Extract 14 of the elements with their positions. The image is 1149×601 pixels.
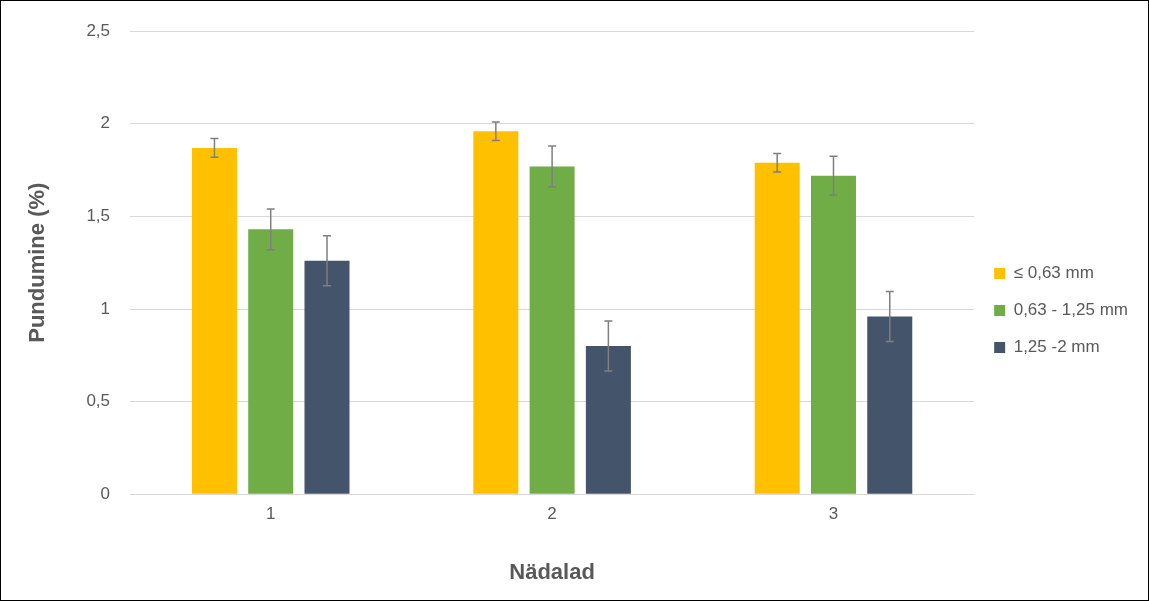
y-axis-title: Pundumine (%) <box>24 182 50 343</box>
x-tick-label: 3 <box>828 504 839 524</box>
y-tick-label: 1,5 <box>86 206 111 226</box>
y-tick-label: 1 <box>100 298 111 318</box>
x-axis-title: Nädalad <box>509 558 595 584</box>
legend-label: 0,63 - 1,25 mm <box>1013 300 1128 320</box>
legend-label: 1,25 -2 mm <box>1013 337 1100 357</box>
x-tick-label: 1 <box>265 504 276 524</box>
legend-label: ≤ 0,63 mm <box>1013 263 1094 283</box>
y-tick-label: 0 <box>100 483 111 503</box>
y-tick-label: 2 <box>100 113 111 133</box>
y-tick-label: 2,5 <box>86 20 111 40</box>
x-tick-label: 2 <box>547 504 557 524</box>
y-tick-label: 0,5 <box>86 391 111 411</box>
